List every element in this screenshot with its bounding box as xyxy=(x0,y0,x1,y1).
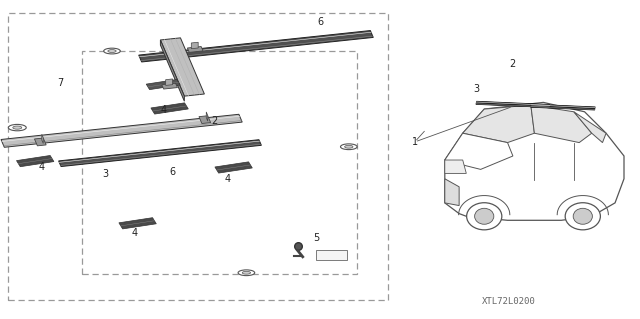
Text: 6: 6 xyxy=(317,17,323,27)
Polygon shape xyxy=(166,79,173,85)
Polygon shape xyxy=(445,133,513,169)
Ellipse shape xyxy=(475,208,494,224)
Polygon shape xyxy=(161,40,184,101)
Polygon shape xyxy=(119,218,156,229)
Polygon shape xyxy=(188,47,203,52)
Polygon shape xyxy=(199,116,211,123)
Ellipse shape xyxy=(108,50,116,53)
Text: 4: 4 xyxy=(160,105,166,115)
Polygon shape xyxy=(191,42,198,49)
Ellipse shape xyxy=(565,203,600,230)
Polygon shape xyxy=(215,162,252,173)
Text: 2: 2 xyxy=(509,59,515,69)
Ellipse shape xyxy=(344,145,353,148)
Polygon shape xyxy=(151,103,188,114)
Polygon shape xyxy=(463,105,534,143)
Polygon shape xyxy=(1,114,242,147)
Text: 1: 1 xyxy=(412,137,418,147)
Text: 3: 3 xyxy=(474,84,480,94)
Polygon shape xyxy=(146,79,180,90)
Polygon shape xyxy=(531,104,595,110)
Ellipse shape xyxy=(573,208,593,224)
Polygon shape xyxy=(476,101,550,108)
Polygon shape xyxy=(42,134,44,144)
Polygon shape xyxy=(445,179,459,205)
Text: XTL72L0200: XTL72L0200 xyxy=(482,297,536,306)
Text: 4: 4 xyxy=(224,174,230,184)
Text: 4: 4 xyxy=(38,162,45,173)
Polygon shape xyxy=(206,112,208,121)
Polygon shape xyxy=(17,155,54,167)
Ellipse shape xyxy=(238,270,255,276)
Polygon shape xyxy=(139,31,373,62)
Polygon shape xyxy=(161,38,204,96)
Polygon shape xyxy=(35,138,46,146)
Polygon shape xyxy=(445,160,467,174)
Ellipse shape xyxy=(8,124,26,131)
Text: 5: 5 xyxy=(314,233,320,243)
Ellipse shape xyxy=(243,271,251,274)
FancyBboxPatch shape xyxy=(316,250,347,260)
Ellipse shape xyxy=(104,48,120,54)
Polygon shape xyxy=(574,112,606,143)
Text: 7: 7 xyxy=(58,78,64,88)
Polygon shape xyxy=(445,102,624,220)
Text: 6: 6 xyxy=(170,167,176,177)
Ellipse shape xyxy=(340,144,357,150)
Polygon shape xyxy=(59,140,261,167)
Polygon shape xyxy=(162,83,177,89)
Text: 2: 2 xyxy=(211,116,218,126)
Text: 4: 4 xyxy=(131,228,138,238)
Ellipse shape xyxy=(467,203,502,230)
Polygon shape xyxy=(531,105,592,143)
Ellipse shape xyxy=(13,126,22,129)
Text: 3: 3 xyxy=(102,169,109,179)
